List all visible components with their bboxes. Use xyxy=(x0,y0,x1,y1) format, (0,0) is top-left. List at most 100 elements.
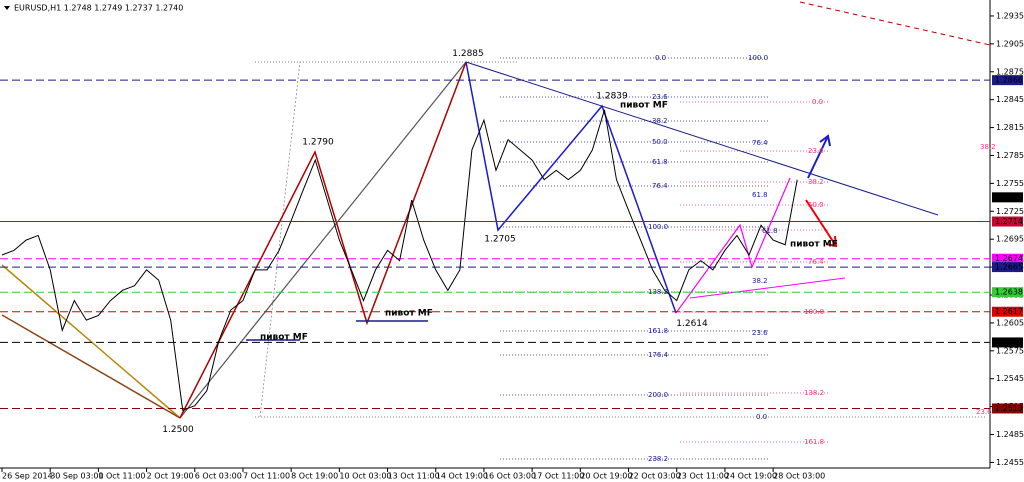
y-tick-label: 1.2695 xyxy=(996,235,1024,244)
level-box xyxy=(992,216,1023,227)
menu-icon[interactable] xyxy=(4,6,10,10)
swing-label: 1.2885 xyxy=(452,49,484,59)
y-tick-label: 1.2905 xyxy=(996,39,1024,48)
swing-label: 1.2790 xyxy=(302,137,334,147)
level-label: 1.2740 xyxy=(995,193,1023,202)
x-tick-label: 28 Oct 03:00 xyxy=(773,472,825,481)
level-box xyxy=(992,253,1023,264)
fib-label: 38.2 xyxy=(752,277,768,285)
fib-label: 0.0 xyxy=(655,54,666,62)
fib-label: 0.0 xyxy=(812,98,823,106)
pivot-label: пивот MF xyxy=(385,309,433,319)
fib-label: 61.8 xyxy=(652,158,668,166)
fib-label: 76.4 xyxy=(808,258,824,266)
x-tick-label: 10 Oct 03:00 xyxy=(339,472,391,481)
x-tick-label: 8 Oct 19:00 xyxy=(291,472,338,481)
pivot-label: пивот MF xyxy=(790,240,838,250)
fib-label: 38.2 xyxy=(808,178,824,186)
drawing-line xyxy=(689,277,846,299)
fib-label: 161.8 xyxy=(804,438,824,446)
x-tick-label: 2 Oct 19:00 xyxy=(147,472,194,481)
pivot-label: пивот MF xyxy=(260,333,308,343)
y-tick-label: 1.2725 xyxy=(996,207,1024,216)
x-tick-label: 26 Sep 2014 xyxy=(2,472,53,481)
level-box xyxy=(992,306,1023,317)
fib-label: 38.2 xyxy=(652,117,668,125)
y-tick-label: 1.2575 xyxy=(996,346,1024,355)
drawing-line xyxy=(465,61,939,216)
x-tick-label: 22 Oct 03:00 xyxy=(629,472,681,481)
fib-label: 138.2 xyxy=(804,389,824,397)
x-tick-label: 1 Oct 11:00 xyxy=(98,472,145,481)
y-tick-label: 1.2785 xyxy=(996,151,1024,160)
x-tick-label: 7 Oct 11:00 xyxy=(243,472,290,481)
fib-label: 50.0 xyxy=(808,201,824,209)
fib-label: 23.6 xyxy=(652,93,668,101)
x-tick-label: 30 Sep 03:00 xyxy=(50,472,103,481)
drawing-line xyxy=(799,1,991,46)
x-tick-label: 17 Oct 11:00 xyxy=(532,472,584,481)
fib-label: 76.4 xyxy=(752,139,768,147)
y-tick-label: 1.2545 xyxy=(996,374,1024,383)
fib-label: 238.2 xyxy=(648,455,668,463)
y-tick-label: 1.2605 xyxy=(996,318,1024,327)
price-line xyxy=(1,109,798,412)
y-tick-label: 1.2815 xyxy=(996,123,1024,132)
swing-label: 1.2839 xyxy=(596,92,628,102)
level-box xyxy=(992,403,1023,414)
drawing-line xyxy=(819,134,831,147)
level-box xyxy=(992,192,1023,203)
x-tick-label: 24 Oct 19:00 xyxy=(725,472,777,481)
level-label: 1.2674 xyxy=(995,254,1023,263)
x-tick-label: 14 Oct 19:00 xyxy=(436,472,488,481)
drawing-line xyxy=(179,61,467,419)
x-tick-label: 23 Oct 11:00 xyxy=(677,472,729,481)
x-tick-label: 6 Oct 03:00 xyxy=(195,472,242,481)
fib-label: 0.0 xyxy=(756,413,767,421)
fib-label: 50.0 xyxy=(652,138,668,146)
level-label: 1.2584 xyxy=(995,338,1023,347)
fib-label: 138.2 xyxy=(648,288,668,296)
y-tick-label: 1.2455 xyxy=(996,458,1024,467)
level-box xyxy=(992,75,1023,86)
swing-label: 1.2500 xyxy=(162,425,194,435)
level-label: 1.2665 xyxy=(995,263,1023,272)
drawing-line xyxy=(805,199,837,247)
fib-label: 61.8 xyxy=(752,191,768,199)
chart-title: EURUSD,H1 1.2748 1.2749 1.2737 1.2740 xyxy=(14,4,183,13)
level-box xyxy=(992,262,1023,273)
y-tick-label: 1.2935 xyxy=(996,11,1024,20)
level-label: 1.2714 xyxy=(995,217,1023,226)
level-label: 1.2617 xyxy=(995,307,1023,316)
y-tick-label: 1.2755 xyxy=(996,179,1024,188)
x-tick-label: 20 Oct 19:00 xyxy=(580,472,632,481)
fib-label: 23.6 xyxy=(752,329,768,337)
drawing-line xyxy=(1,264,181,419)
fib-label: 100.0 xyxy=(748,54,768,62)
fib-label: 23.6 xyxy=(808,147,824,155)
fib-label: 100.0 xyxy=(648,223,668,231)
fib-label: 61.8 xyxy=(762,227,778,235)
fib-label: 200.0 xyxy=(648,391,668,399)
swing-label: 1.2614 xyxy=(676,319,708,329)
drawing-line xyxy=(807,135,829,179)
drawing-line xyxy=(259,61,301,418)
x-tick-label: 13 Oct 11:00 xyxy=(388,472,440,481)
drawing-line xyxy=(825,235,838,248)
drawing-line xyxy=(465,61,677,314)
x-tick-label: 16 Oct 03:00 xyxy=(484,472,536,481)
level-label: 1.2866 xyxy=(995,76,1023,85)
level-box xyxy=(992,287,1023,298)
y-tick-label: 1.2485 xyxy=(996,430,1024,439)
level-label: 1.2638 xyxy=(995,288,1023,297)
fib-label: 161.8 xyxy=(648,327,668,335)
fib-label: 23.6 xyxy=(976,408,992,416)
drawing-line xyxy=(675,177,791,314)
drawing-line xyxy=(179,61,467,419)
fib-label: 38.2 xyxy=(980,143,996,151)
level-label: 1.2513 xyxy=(995,404,1023,413)
fib-label: 100.0 xyxy=(804,308,824,316)
y-tick-label: 1.2845 xyxy=(996,95,1024,104)
pivot-label: пивот MF xyxy=(620,101,668,111)
